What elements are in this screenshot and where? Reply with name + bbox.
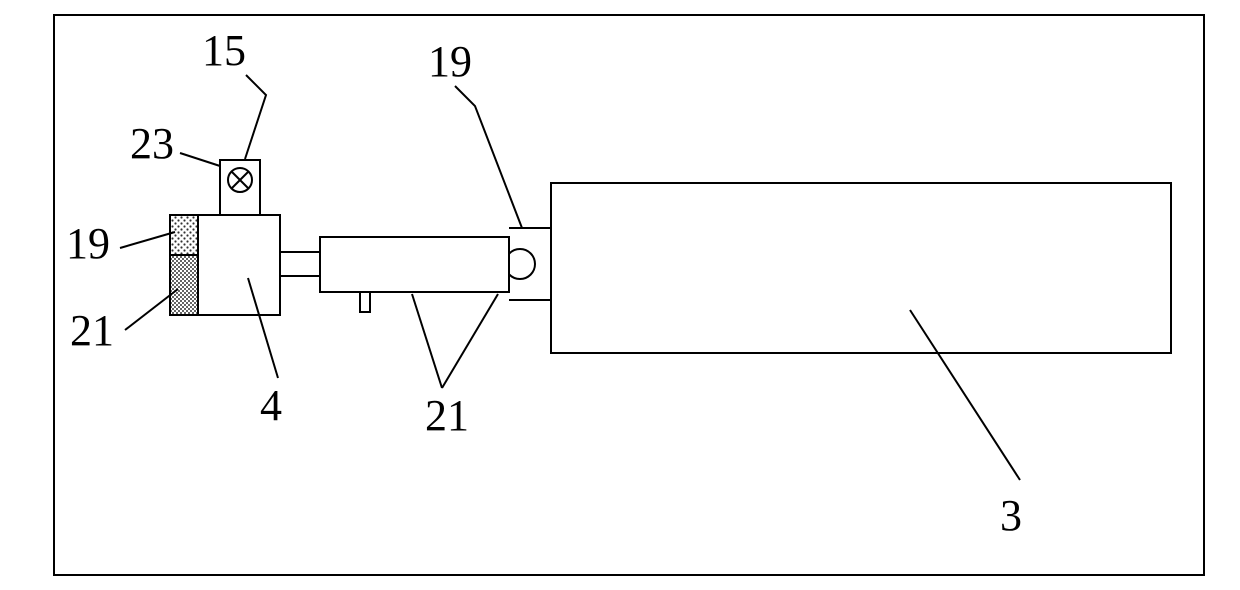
- callout-label-3: 19: [428, 37, 472, 86]
- leader-line-4-0: [412, 294, 442, 388]
- diagram-stage: 15 19 23 19 21 4 21 3: [0, 0, 1240, 590]
- callout-label-15: 15: [202, 26, 246, 75]
- hatched-block-top: [170, 215, 198, 255]
- callout-label-19: 19: [66, 219, 110, 268]
- callout-label-4: 21: [425, 391, 469, 440]
- leader-line-4-1: [442, 294, 498, 388]
- piston-rod: [280, 252, 320, 276]
- callout-label-1: 3: [1000, 491, 1022, 540]
- callout-label-21: 21: [70, 306, 114, 355]
- callout-label-23: 23: [130, 119, 174, 168]
- block-body: [198, 215, 280, 315]
- hatched-block-bottom: [170, 255, 198, 315]
- diagram-svg: 15 19 23 19 21 4 21 3: [0, 0, 1240, 590]
- cylinder-body: [320, 237, 509, 292]
- main-body-rect: [551, 183, 1171, 353]
- cylinder-foot: [360, 292, 370, 312]
- leader-line-15: [245, 75, 266, 159]
- leader-line-19: [120, 232, 175, 248]
- leader-line-3: [455, 86, 522, 228]
- callout-label-6: 4: [260, 381, 282, 430]
- leader-line-23: [180, 153, 220, 166]
